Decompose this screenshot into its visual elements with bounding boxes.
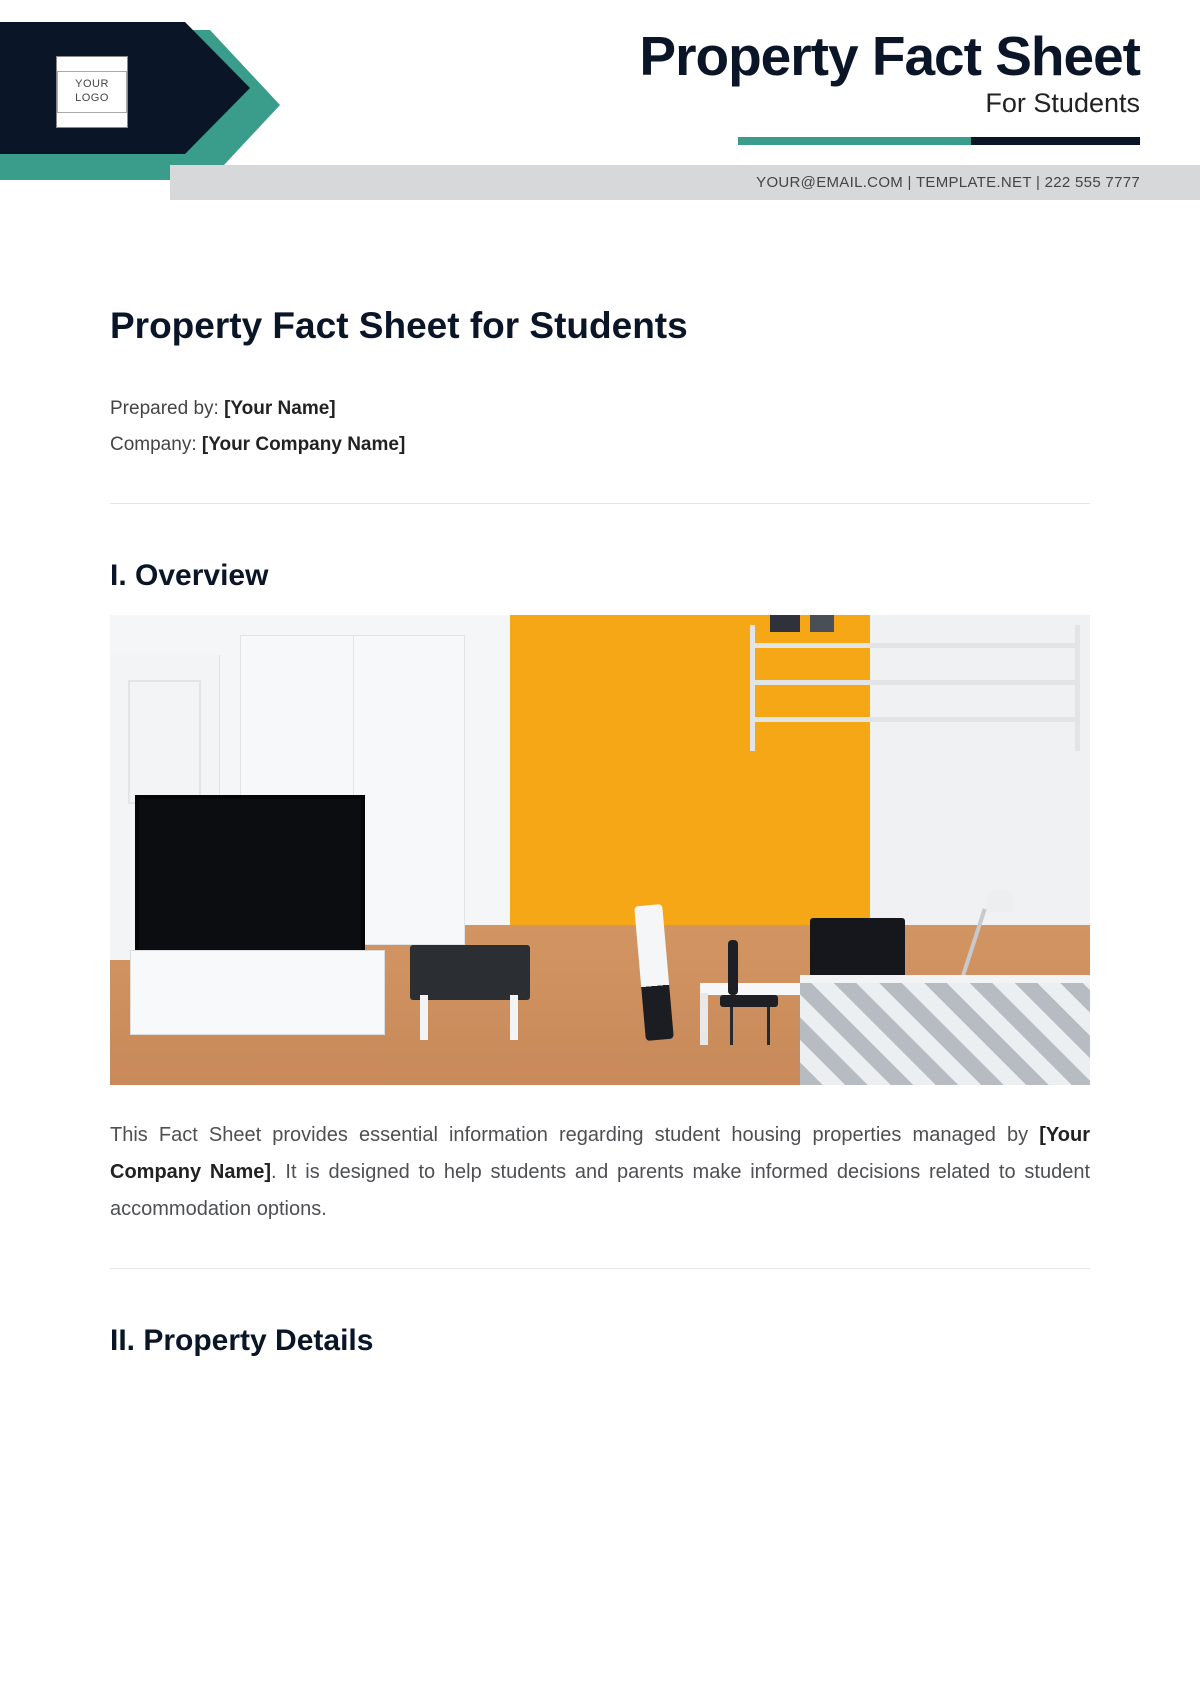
- header-title-block: Property Fact Sheet For Students: [639, 28, 1140, 145]
- header: YOUR LOGO Property Fact Sheet For Studen…: [0, 0, 1200, 195]
- company-line: Company: [Your Company Name]: [110, 427, 1090, 463]
- divider: [110, 503, 1090, 504]
- section-overview-heading: I. Overview: [110, 559, 1090, 593]
- prepared-by-line: Prepared by: [Your Name]: [110, 391, 1090, 427]
- document-meta: Prepared by: [Your Name] Company: [Your …: [110, 391, 1090, 463]
- company-value: [Your Company Name]: [202, 434, 405, 455]
- overview-room-illustration: [110, 615, 1090, 1085]
- divider: [110, 1268, 1090, 1269]
- contact-bar: YOUR@EMAIL.COM | TEMPLATE.NET | 222 555 …: [170, 165, 1200, 200]
- header-underline: [738, 137, 1140, 145]
- prepared-by-label: Prepared by:: [110, 398, 224, 419]
- overview-text-pre: This Fact Sheet provides essential infor…: [110, 1124, 1039, 1146]
- header-title: Property Fact Sheet: [639, 28, 1140, 86]
- section-details-heading: II. Property Details: [110, 1324, 1090, 1358]
- logo-text: YOUR LOGO: [57, 71, 127, 113]
- logo-placeholder: YOUR LOGO: [56, 56, 128, 128]
- company-label: Company:: [110, 434, 202, 455]
- header-subtitle: For Students: [639, 88, 1140, 119]
- page-body: Property Fact Sheet for Students Prepare…: [0, 195, 1200, 1420]
- prepared-by-value: [Your Name]: [224, 398, 336, 419]
- overview-paragraph: This Fact Sheet provides essential infor…: [110, 1117, 1090, 1228]
- contact-text: YOUR@EMAIL.COM | TEMPLATE.NET | 222 555 …: [756, 174, 1140, 191]
- document-title: Property Fact Sheet for Students: [110, 305, 1090, 347]
